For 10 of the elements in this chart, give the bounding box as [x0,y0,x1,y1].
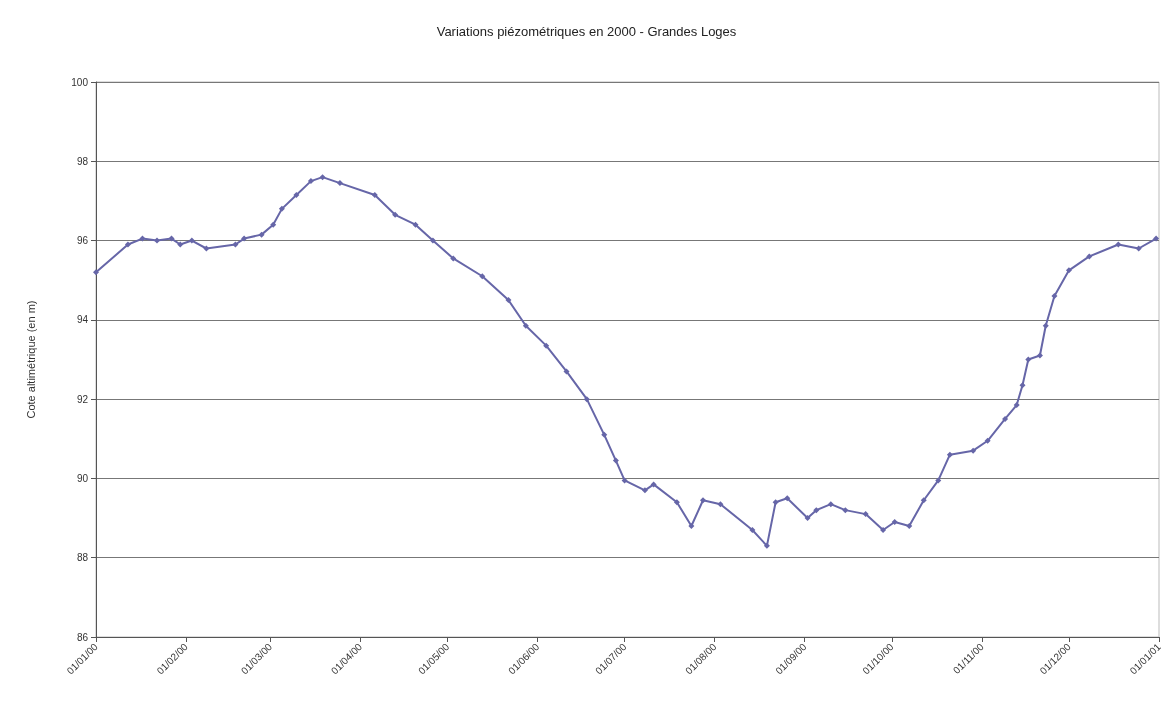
y-tick-label: 88 [76,552,89,564]
y-axis-title: Cote altimétrique (en m) [24,300,37,419]
y-tick-label: 98 [76,155,89,167]
y-tick-label: 86 [76,631,89,643]
y-tick-label: 100 [71,76,89,88]
y-tick-label: 94 [76,314,89,326]
y-tick-label: 90 [76,472,89,484]
chart-title: Variations piézométriques en 2000 - Grandes Loges [436,24,737,39]
y-tick-label: 92 [76,393,89,405]
y-tick-label: 96 [76,235,89,247]
